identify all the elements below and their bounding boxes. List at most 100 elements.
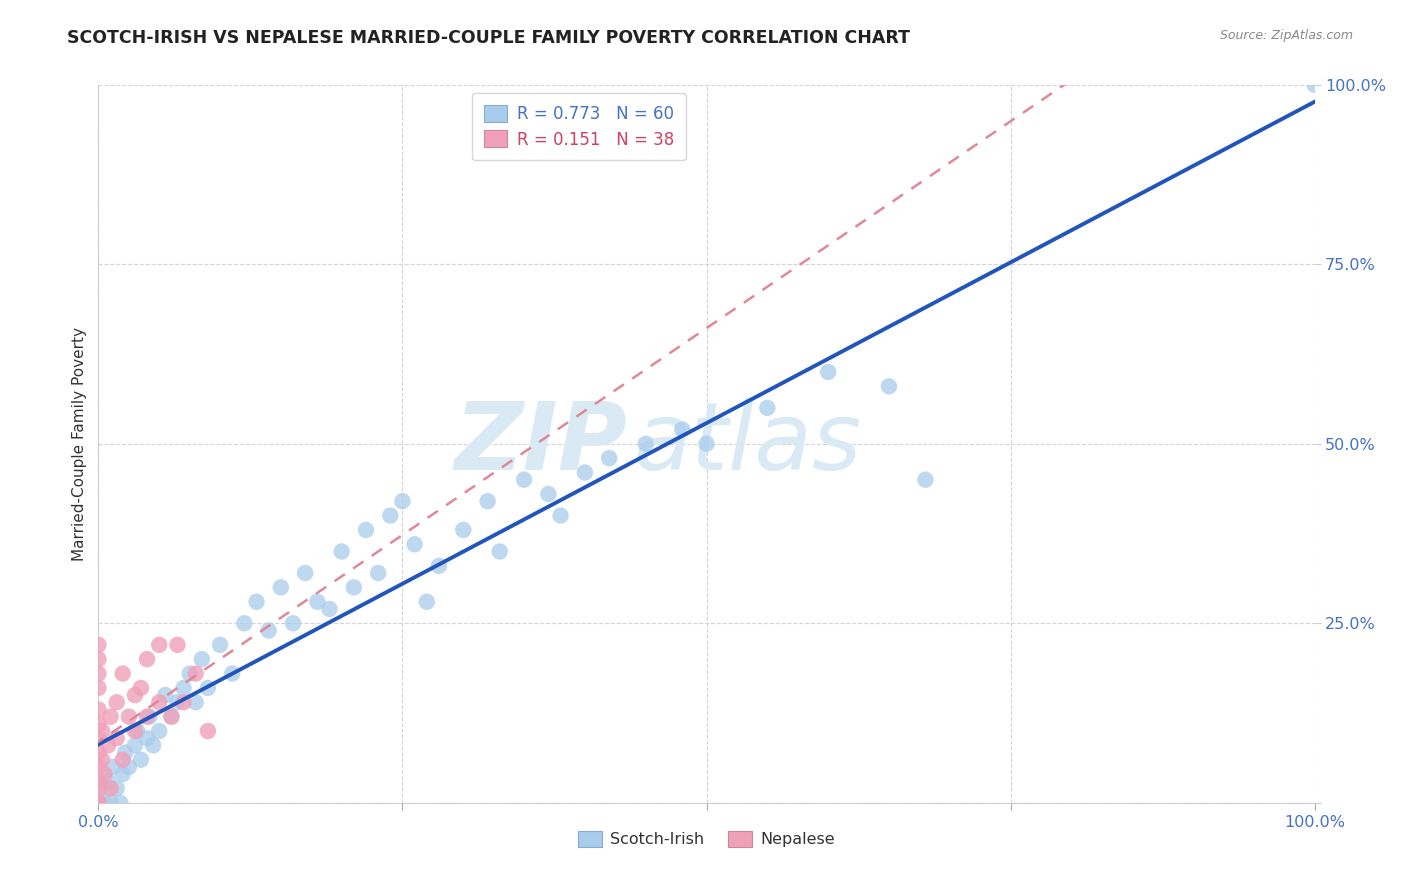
Point [148,638,170,652]
Y-axis label: Married-Couple Family Poverty: Married-Couple Family Poverty [72,326,87,561]
Point [294,566,316,580]
Point [124,739,146,753]
Point [100,796,122,810]
Point [114,746,136,760]
Point [87,760,110,774]
Point [221,666,243,681]
Point [138,709,160,723]
Point [598,451,620,466]
Point [87,796,110,810]
Point [87,681,110,695]
Point [100,709,122,723]
Text: atlas: atlas [634,398,862,490]
Point [118,760,141,774]
Point [87,781,110,796]
Legend: Scotch-Irish, Nepalese: Scotch-Irish, Nepalese [572,824,841,854]
Point [173,695,195,709]
Point [1303,78,1326,92]
Point [105,695,128,709]
Point [197,724,219,739]
Point [91,724,114,739]
Point [233,616,256,631]
Point [87,652,110,666]
Point [404,537,426,551]
Point [318,602,340,616]
Point [354,523,377,537]
Point [427,558,450,573]
Point [87,774,110,789]
Point [488,544,510,558]
Point [111,767,134,781]
Point [166,695,188,709]
Point [367,566,389,580]
Point [124,724,146,739]
Point [453,523,475,537]
Point [87,796,110,810]
Point [245,595,267,609]
Point [574,466,596,480]
Point [129,681,152,695]
Point [100,781,122,796]
Point [696,436,718,450]
Point [270,581,292,595]
Point [197,681,219,695]
Point [87,746,110,760]
Point [87,796,110,810]
Point [111,666,134,681]
Text: Source: ZipAtlas.com: Source: ZipAtlas.com [1219,29,1353,42]
Point [391,494,413,508]
Point [634,436,657,450]
Point [179,666,201,681]
Point [166,638,188,652]
Text: SCOTCH-IRISH VS NEPALESE MARRIED-COUPLE FAMILY POVERTY CORRELATION CHART: SCOTCH-IRISH VS NEPALESE MARRIED-COUPLE … [67,29,911,46]
Text: ZIP: ZIP [454,398,627,490]
Point [184,666,207,681]
Point [87,716,110,731]
Point [87,638,110,652]
Point [173,681,195,695]
Point [97,774,120,789]
Point [148,695,170,709]
Point [127,724,149,739]
Point [155,688,177,702]
Point [93,796,115,810]
Point [477,494,499,508]
Point [191,652,214,666]
Point [257,624,280,638]
Point [142,739,165,753]
Point [343,581,366,595]
Point [209,638,232,652]
Point [136,652,159,666]
Point [513,473,536,487]
Point [160,709,183,723]
Point [817,365,839,379]
Point [281,616,304,631]
Point [110,796,132,810]
Point [129,753,152,767]
Point [416,595,439,609]
Point [914,473,936,487]
Point [148,724,170,739]
Point [330,544,353,558]
Point [87,796,110,810]
Point [118,709,141,723]
Point [136,709,159,723]
Point [97,739,120,753]
Point [90,781,112,796]
Point [87,666,110,681]
Point [550,508,572,523]
Point [537,487,560,501]
Point [756,401,779,415]
Point [877,379,900,393]
Point [184,695,207,709]
Point [91,753,114,767]
Point [380,508,402,523]
Point [101,760,124,774]
Point [111,753,134,767]
Point [307,595,329,609]
Point [87,731,110,746]
Point [105,731,128,746]
Point [160,709,183,723]
Point [671,422,693,436]
Point [124,688,146,702]
